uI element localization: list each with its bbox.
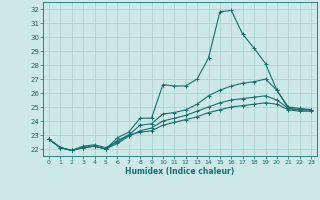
X-axis label: Humidex (Indice chaleur): Humidex (Indice chaleur) xyxy=(125,167,235,176)
